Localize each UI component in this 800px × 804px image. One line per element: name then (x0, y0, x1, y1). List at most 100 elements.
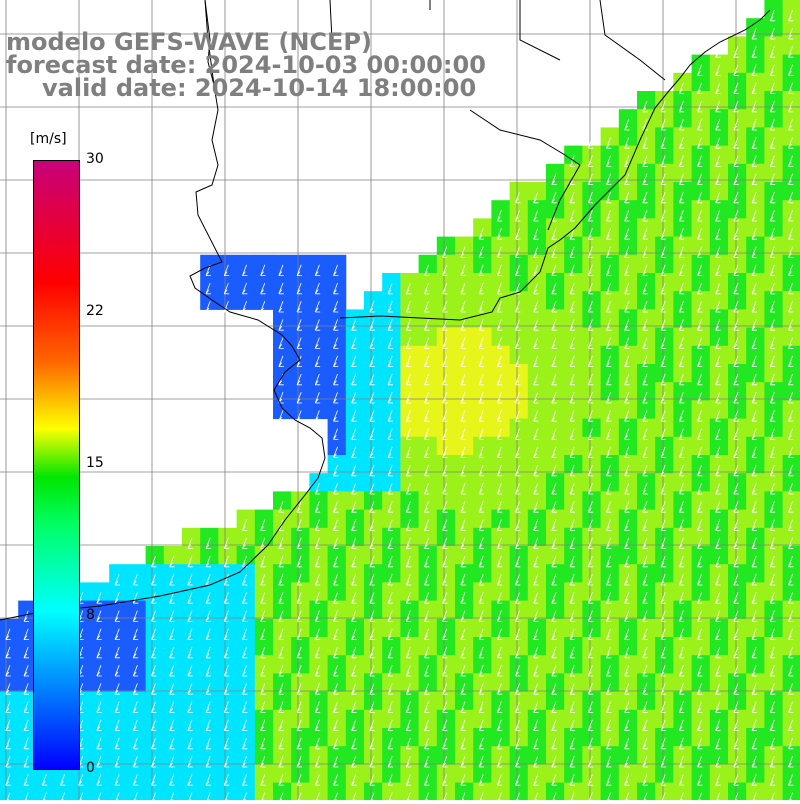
wind-arrow (333, 301, 339, 313)
wind-cell (109, 746, 128, 765)
wind-cell (145, 673, 165, 693)
wind-cell (782, 709, 800, 729)
wind-cell (564, 309, 583, 329)
wind-arrow (551, 719, 557, 731)
wind-arrow (788, 282, 794, 295)
wind-arrow (533, 282, 539, 295)
wind-cell (400, 709, 420, 729)
wind-cell (618, 127, 638, 147)
wind-cell (582, 746, 602, 765)
wind-arrow (569, 574, 575, 586)
wind-arrow (533, 646, 539, 659)
wind-cell (473, 418, 492, 438)
wind-arrow (788, 428, 794, 440)
wind-cell (546, 491, 565, 511)
wind-cell (637, 546, 656, 565)
wind-cell (709, 600, 729, 620)
wind-cell (637, 582, 656, 602)
wind-cell (182, 546, 201, 565)
wind-arrow (715, 737, 721, 750)
wind-arrow (460, 701, 466, 713)
wind-arrow (769, 719, 776, 731)
wind-cell (746, 273, 765, 292)
wind-cell (728, 91, 747, 110)
wind-arrow (314, 592, 321, 604)
wind-cell (455, 655, 474, 674)
wind-arrow (769, 246, 776, 258)
wind-cell (600, 491, 620, 511)
wind-cell (509, 746, 529, 765)
wind-arrow (788, 355, 794, 367)
wind-cell (436, 600, 456, 620)
wind-arrow (606, 464, 612, 477)
wind-cell (527, 182, 547, 201)
wind-cell (673, 200, 693, 219)
wind-arrow (387, 756, 393, 768)
wind-arrow (697, 319, 703, 331)
wind-cell (345, 382, 365, 401)
wind-cell (782, 600, 800, 620)
wind-cell (382, 728, 401, 747)
wind-arrow (678, 428, 685, 440)
wind-arrow (751, 191, 757, 204)
wind-arrow (551, 355, 557, 367)
wind-cell (509, 436, 529, 456)
wind-arrow (515, 319, 521, 331)
wind-cell (764, 109, 784, 128)
wind-cell (782, 382, 800, 401)
wind-cell (455, 291, 474, 310)
wind-cell (254, 582, 274, 602)
wind-arrow (642, 173, 648, 185)
wind-cell (564, 291, 583, 310)
wind-cell (418, 273, 438, 292)
wind-cell (418, 527, 438, 547)
wind-arrow (624, 210, 630, 222)
wind-cell (218, 691, 238, 711)
wind-arrow (660, 537, 666, 549)
wind-cell (418, 382, 438, 401)
wind-cell (254, 764, 274, 784)
wind-cell (127, 618, 147, 638)
wind-arrow (751, 246, 757, 258)
wind-cell (764, 72, 784, 92)
wind-arrow (715, 82, 721, 94)
wind-cell (273, 673, 292, 693)
wind-cell (436, 436, 456, 456)
wind-arrow (733, 646, 739, 659)
wind-cell (491, 728, 511, 747)
wind-cell (273, 364, 292, 383)
wind-arrow (478, 592, 484, 604)
wind-arrow (478, 537, 484, 549)
wind-arrow (533, 483, 539, 495)
wind-arrow (515, 501, 521, 513)
wind-cell (509, 364, 529, 383)
wind-arrow (533, 337, 539, 349)
wind-cell (491, 309, 511, 329)
wind-cell (655, 527, 674, 547)
wind-arrow (460, 719, 466, 731)
wind-cell (618, 637, 638, 656)
wind-cell (509, 400, 529, 420)
wind-arrow (678, 337, 685, 349)
wind-arrow (606, 610, 612, 622)
wind-arrow (751, 264, 757, 276)
wind-arrow (733, 319, 739, 331)
wind-arrow (587, 191, 594, 204)
wind-cell (691, 655, 711, 674)
wind-arrow (533, 537, 539, 549)
wind-cell (600, 145, 620, 165)
wind-cell (618, 327, 638, 347)
wind-cell (691, 273, 711, 292)
wind-cell (382, 637, 401, 656)
wind-cell (637, 509, 656, 529)
wind-arrow (405, 519, 412, 531)
wind-arrow (642, 410, 648, 422)
wind-arrow (333, 464, 339, 477)
wind-arrow (405, 719, 412, 731)
wind-arrow (314, 392, 321, 404)
wind-arrow (460, 301, 466, 313)
wind-cell (491, 491, 511, 511)
wind-cell (473, 655, 492, 674)
wind-arrow (442, 628, 448, 640)
